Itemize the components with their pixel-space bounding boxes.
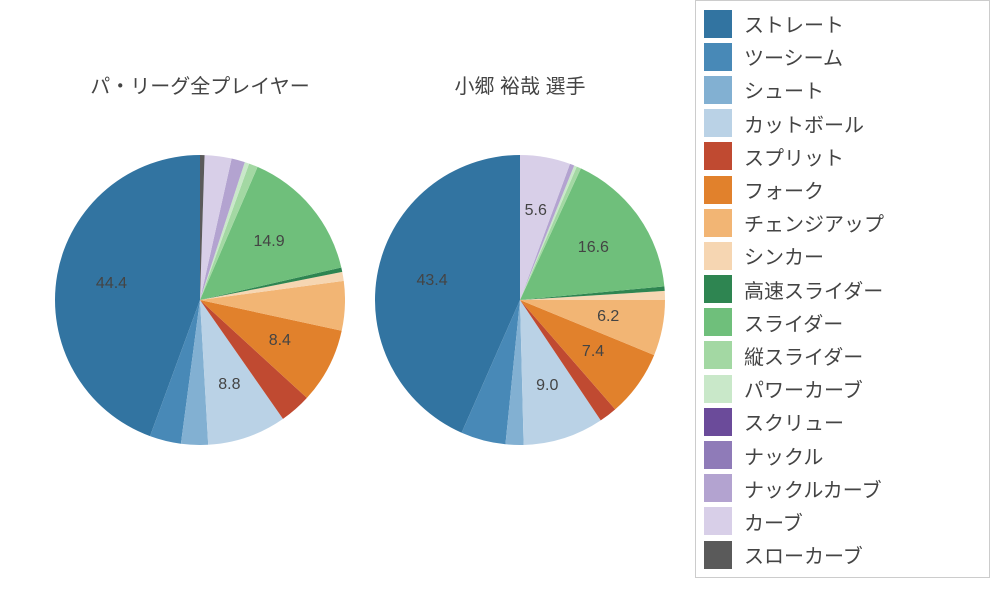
pie-label-league-cutball: 8.8 [218,376,240,394]
legend-item-sinker: シンカー [704,239,981,272]
pie-label-player-changeup: 6.2 [597,308,619,326]
legend-swatch-fast_slider [704,275,732,303]
legend-label-straight: ストレート [744,9,844,38]
pie-league [55,155,345,445]
legend-label-fork: フォーク [744,175,824,204]
legend-label-two_seam: ツーシーム [744,42,843,71]
legend-item-split: スプリット [704,140,981,173]
legend-swatch-slow_curve [704,541,732,569]
legend-item-screw: スクリュー [704,405,981,438]
legend-swatch-knuckle [704,441,732,469]
pie-label-player-straight: 43.4 [416,272,447,290]
legend-label-slider: スライダー [744,308,843,337]
legend-label-knuckle_curve: ナックルカーブ [744,474,882,503]
legend-label-fast_slider: 高速スライダー [744,275,883,304]
legend-label-cutball: カットボール [744,109,864,138]
legend-label-knuckle: ナックル [744,441,823,470]
legend-swatch-sinker [704,242,732,270]
legend-label-slow_curve: スローカーブ [744,540,863,569]
legend-item-knuckle: ナックル [704,438,981,471]
pie-label-league-fork: 8.4 [269,332,291,350]
legend-swatch-screw [704,408,732,436]
pie-label-league-slider: 14.9 [254,233,285,251]
pie-player [375,155,665,445]
legend-item-fork: フォーク [704,173,981,206]
legend-swatch-split [704,142,732,170]
chart-title-league: パ・リーグ全プレイヤー [90,70,309,99]
legend-swatch-fork [704,176,732,204]
legend-swatch-curve [704,507,732,535]
legend-label-changeup: チェンジアップ [744,208,884,237]
legend-swatch-slider [704,308,732,336]
legend-swatch-two_seam [704,43,732,71]
pie-label-player-curve: 5.6 [525,202,547,220]
legend-label-split: スプリット [744,142,844,171]
legend-item-slow_curve: スローカーブ [704,538,981,571]
legend-label-power_curve: パワーカーブ [744,374,863,403]
legend-swatch-shoot [704,76,732,104]
pie-label-league-straight: 44.4 [96,275,127,293]
legend-label-vert_slider: 縦スライダー [744,341,863,370]
chart-canvas: パ・リーグ全プレイヤー 44.4 8.8 8.4 14.9 小郷 裕哉 選手 43.4 9.0… [0,0,1000,600]
legend-label-curve: カーブ [744,507,803,536]
legend-item-vert_slider: 縦スライダー [704,339,981,372]
legend-item-two_seam: ツーシーム [704,40,981,73]
pie-label-player-cutball: 9.0 [536,377,558,395]
legend-swatch-straight [704,10,732,38]
legend-swatch-power_curve [704,375,732,403]
pie-label-player-slider: 16.6 [578,239,609,257]
legend-item-changeup: チェンジアップ [704,206,981,239]
legend-item-cutball: カットボール [704,107,981,140]
legend-swatch-cutball [704,109,732,137]
legend-item-curve: カーブ [704,505,981,538]
legend: ストレートツーシームシュートカットボールスプリットフォークチェンジアップシンカー… [695,0,990,578]
legend-item-power_curve: パワーカーブ [704,372,981,405]
pie-label-player-fork: 7.4 [582,343,604,361]
legend-label-shoot: シュート [744,75,824,104]
legend-label-screw: スクリュー [744,407,844,436]
legend-swatch-vert_slider [704,341,732,369]
legend-label-sinker: シンカー [744,241,824,270]
chart-title-player: 小郷 裕哉 選手 [454,70,585,99]
legend-item-knuckle_curve: ナックルカーブ [704,472,981,505]
legend-item-shoot: シュート [704,73,981,106]
legend-item-fast_slider: 高速スライダー [704,273,981,306]
legend-swatch-knuckle_curve [704,474,732,502]
legend-swatch-changeup [704,209,732,237]
legend-item-straight: ストレート [704,7,981,40]
legend-item-slider: スライダー [704,306,981,339]
